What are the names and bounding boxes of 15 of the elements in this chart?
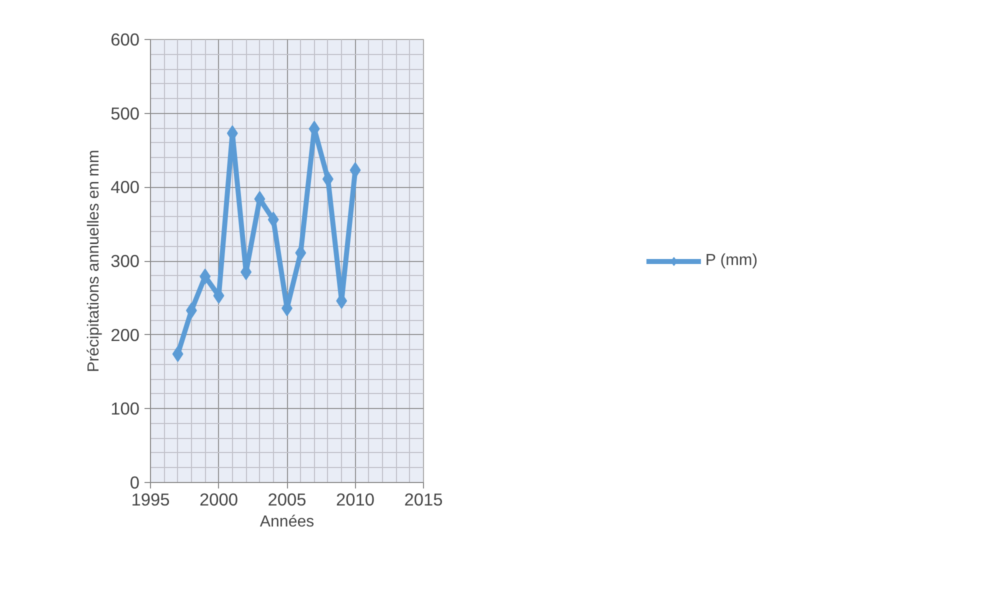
legend-label: P (mm) bbox=[705, 252, 758, 270]
y-axis-title: Précipitations annuelles en mm bbox=[86, 150, 103, 372]
x-tick-label: 2015 bbox=[404, 490, 443, 510]
y-tick-label: 400 bbox=[110, 177, 140, 198]
x-tick-label: 2005 bbox=[268, 490, 306, 510]
y-tick-label: 300 bbox=[110, 251, 140, 271]
y-tick-label: 600 bbox=[110, 30, 140, 50]
x-tick-label: 1995 bbox=[131, 490, 170, 510]
x-tick-label: 2000 bbox=[199, 490, 238, 510]
y-tick-label: 200 bbox=[110, 324, 140, 345]
x-tick-label: 2010 bbox=[336, 490, 375, 510]
y-tick-label: 100 bbox=[110, 398, 140, 419]
y-tick-label: 0 bbox=[130, 472, 140, 492]
x-axis-title: Années bbox=[260, 514, 314, 530]
y-tick-label: 500 bbox=[110, 103, 140, 124]
